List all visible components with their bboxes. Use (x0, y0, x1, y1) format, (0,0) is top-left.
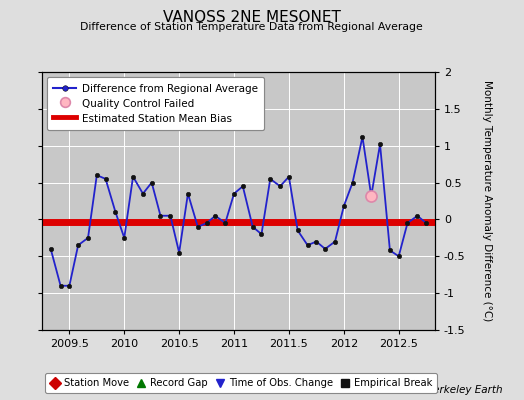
Text: Berkeley Earth: Berkeley Earth (427, 385, 503, 395)
Text: VANOSS 2NE MESONET: VANOSS 2NE MESONET (162, 10, 341, 25)
Legend: Station Move, Record Gap, Time of Obs. Change, Empirical Break: Station Move, Record Gap, Time of Obs. C… (45, 373, 437, 393)
Text: Difference of Station Temperature Data from Regional Average: Difference of Station Temperature Data f… (80, 22, 423, 32)
Legend: Difference from Regional Average, Quality Control Failed, Estimated Station Mean: Difference from Regional Average, Qualit… (47, 77, 264, 130)
Y-axis label: Monthly Temperature Anomaly Difference (°C): Monthly Temperature Anomaly Difference (… (482, 80, 492, 322)
